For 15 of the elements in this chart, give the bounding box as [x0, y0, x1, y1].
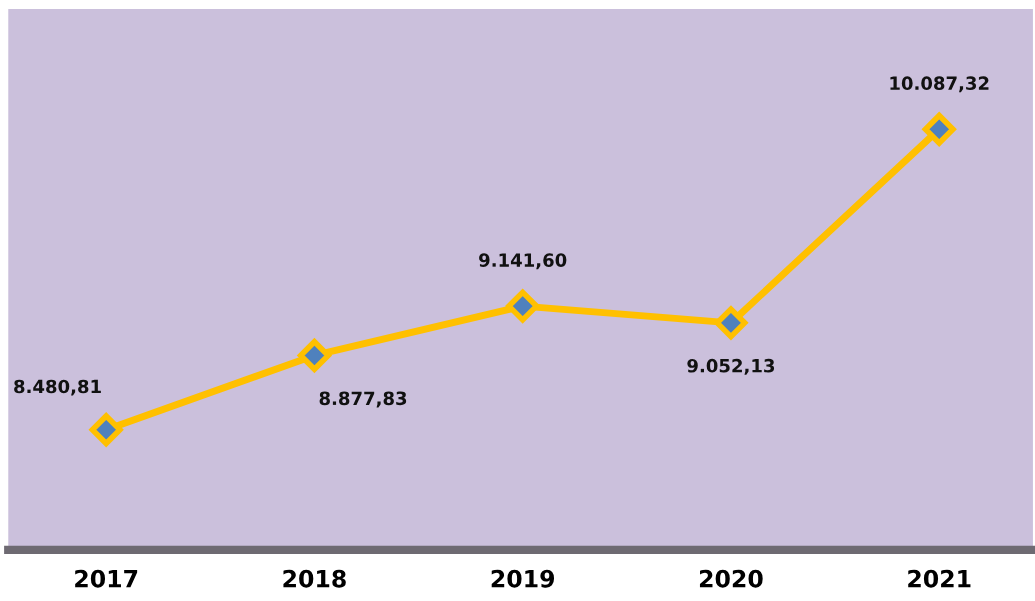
data-label: 9.052,13	[687, 358, 775, 375]
x-tick-label: 2020	[699, 569, 763, 588]
x-tick-label: 2018	[283, 569, 346, 588]
point	[714, 306, 748, 340]
data-label: 10.087,32	[890, 76, 989, 93]
x-tick-label: 2017	[75, 569, 138, 588]
point	[922, 112, 956, 146]
x-tick-label: 2019	[491, 569, 555, 588]
data-label: 9.141,60	[479, 253, 567, 270]
point	[89, 413, 123, 447]
point	[506, 289, 540, 323]
data-label: 8.877,83	[319, 391, 407, 408]
point	[297, 338, 331, 372]
data-label: 8.480,81	[14, 379, 101, 396]
x-tick-label: 2021	[908, 569, 971, 588]
